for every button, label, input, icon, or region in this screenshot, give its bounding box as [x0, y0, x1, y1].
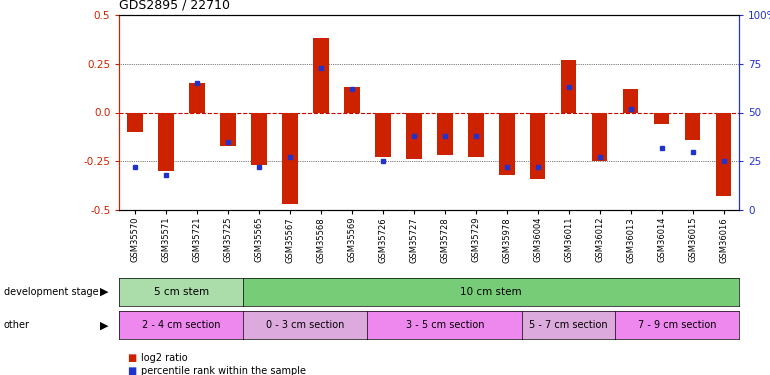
Text: ■: ■ [127, 353, 136, 363]
Bar [685, 112, 701, 140]
Text: percentile rank within the sample: percentile rank within the sample [141, 366, 306, 375]
Text: development stage: development stage [4, 286, 99, 297]
Bar [623, 89, 638, 112]
Text: ▶: ▶ [100, 320, 109, 330]
Text: 5 cm stem: 5 cm stem [154, 286, 209, 297]
Bar [654, 112, 669, 124]
Bar [220, 112, 236, 146]
Bar [592, 112, 608, 161]
Bar [499, 112, 514, 175]
Bar [127, 112, 142, 132]
Text: 10 cm stem: 10 cm stem [460, 286, 522, 297]
Text: ▶: ▶ [100, 286, 109, 297]
Bar [561, 60, 577, 112]
Bar [406, 112, 421, 159]
Text: 3 - 5 cm section: 3 - 5 cm section [406, 320, 484, 330]
Bar [344, 87, 360, 112]
Text: GDS2895 / 22710: GDS2895 / 22710 [119, 0, 230, 11]
Bar [716, 112, 732, 196]
Bar [158, 112, 173, 171]
Text: ■: ■ [127, 366, 136, 375]
Bar [375, 112, 390, 158]
Bar [313, 38, 329, 112]
Text: 0 - 3 cm section: 0 - 3 cm section [266, 320, 344, 330]
Text: 7 - 9 cm section: 7 - 9 cm section [638, 320, 716, 330]
Text: 5 - 7 cm section: 5 - 7 cm section [530, 320, 608, 330]
Bar [189, 83, 205, 112]
Text: other: other [4, 320, 30, 330]
Text: log2 ratio: log2 ratio [141, 353, 188, 363]
Bar [437, 112, 453, 155]
Bar [282, 112, 297, 204]
Bar [251, 112, 266, 165]
Bar [468, 112, 484, 158]
Bar [530, 112, 545, 179]
Text: 2 - 4 cm section: 2 - 4 cm section [142, 320, 220, 330]
